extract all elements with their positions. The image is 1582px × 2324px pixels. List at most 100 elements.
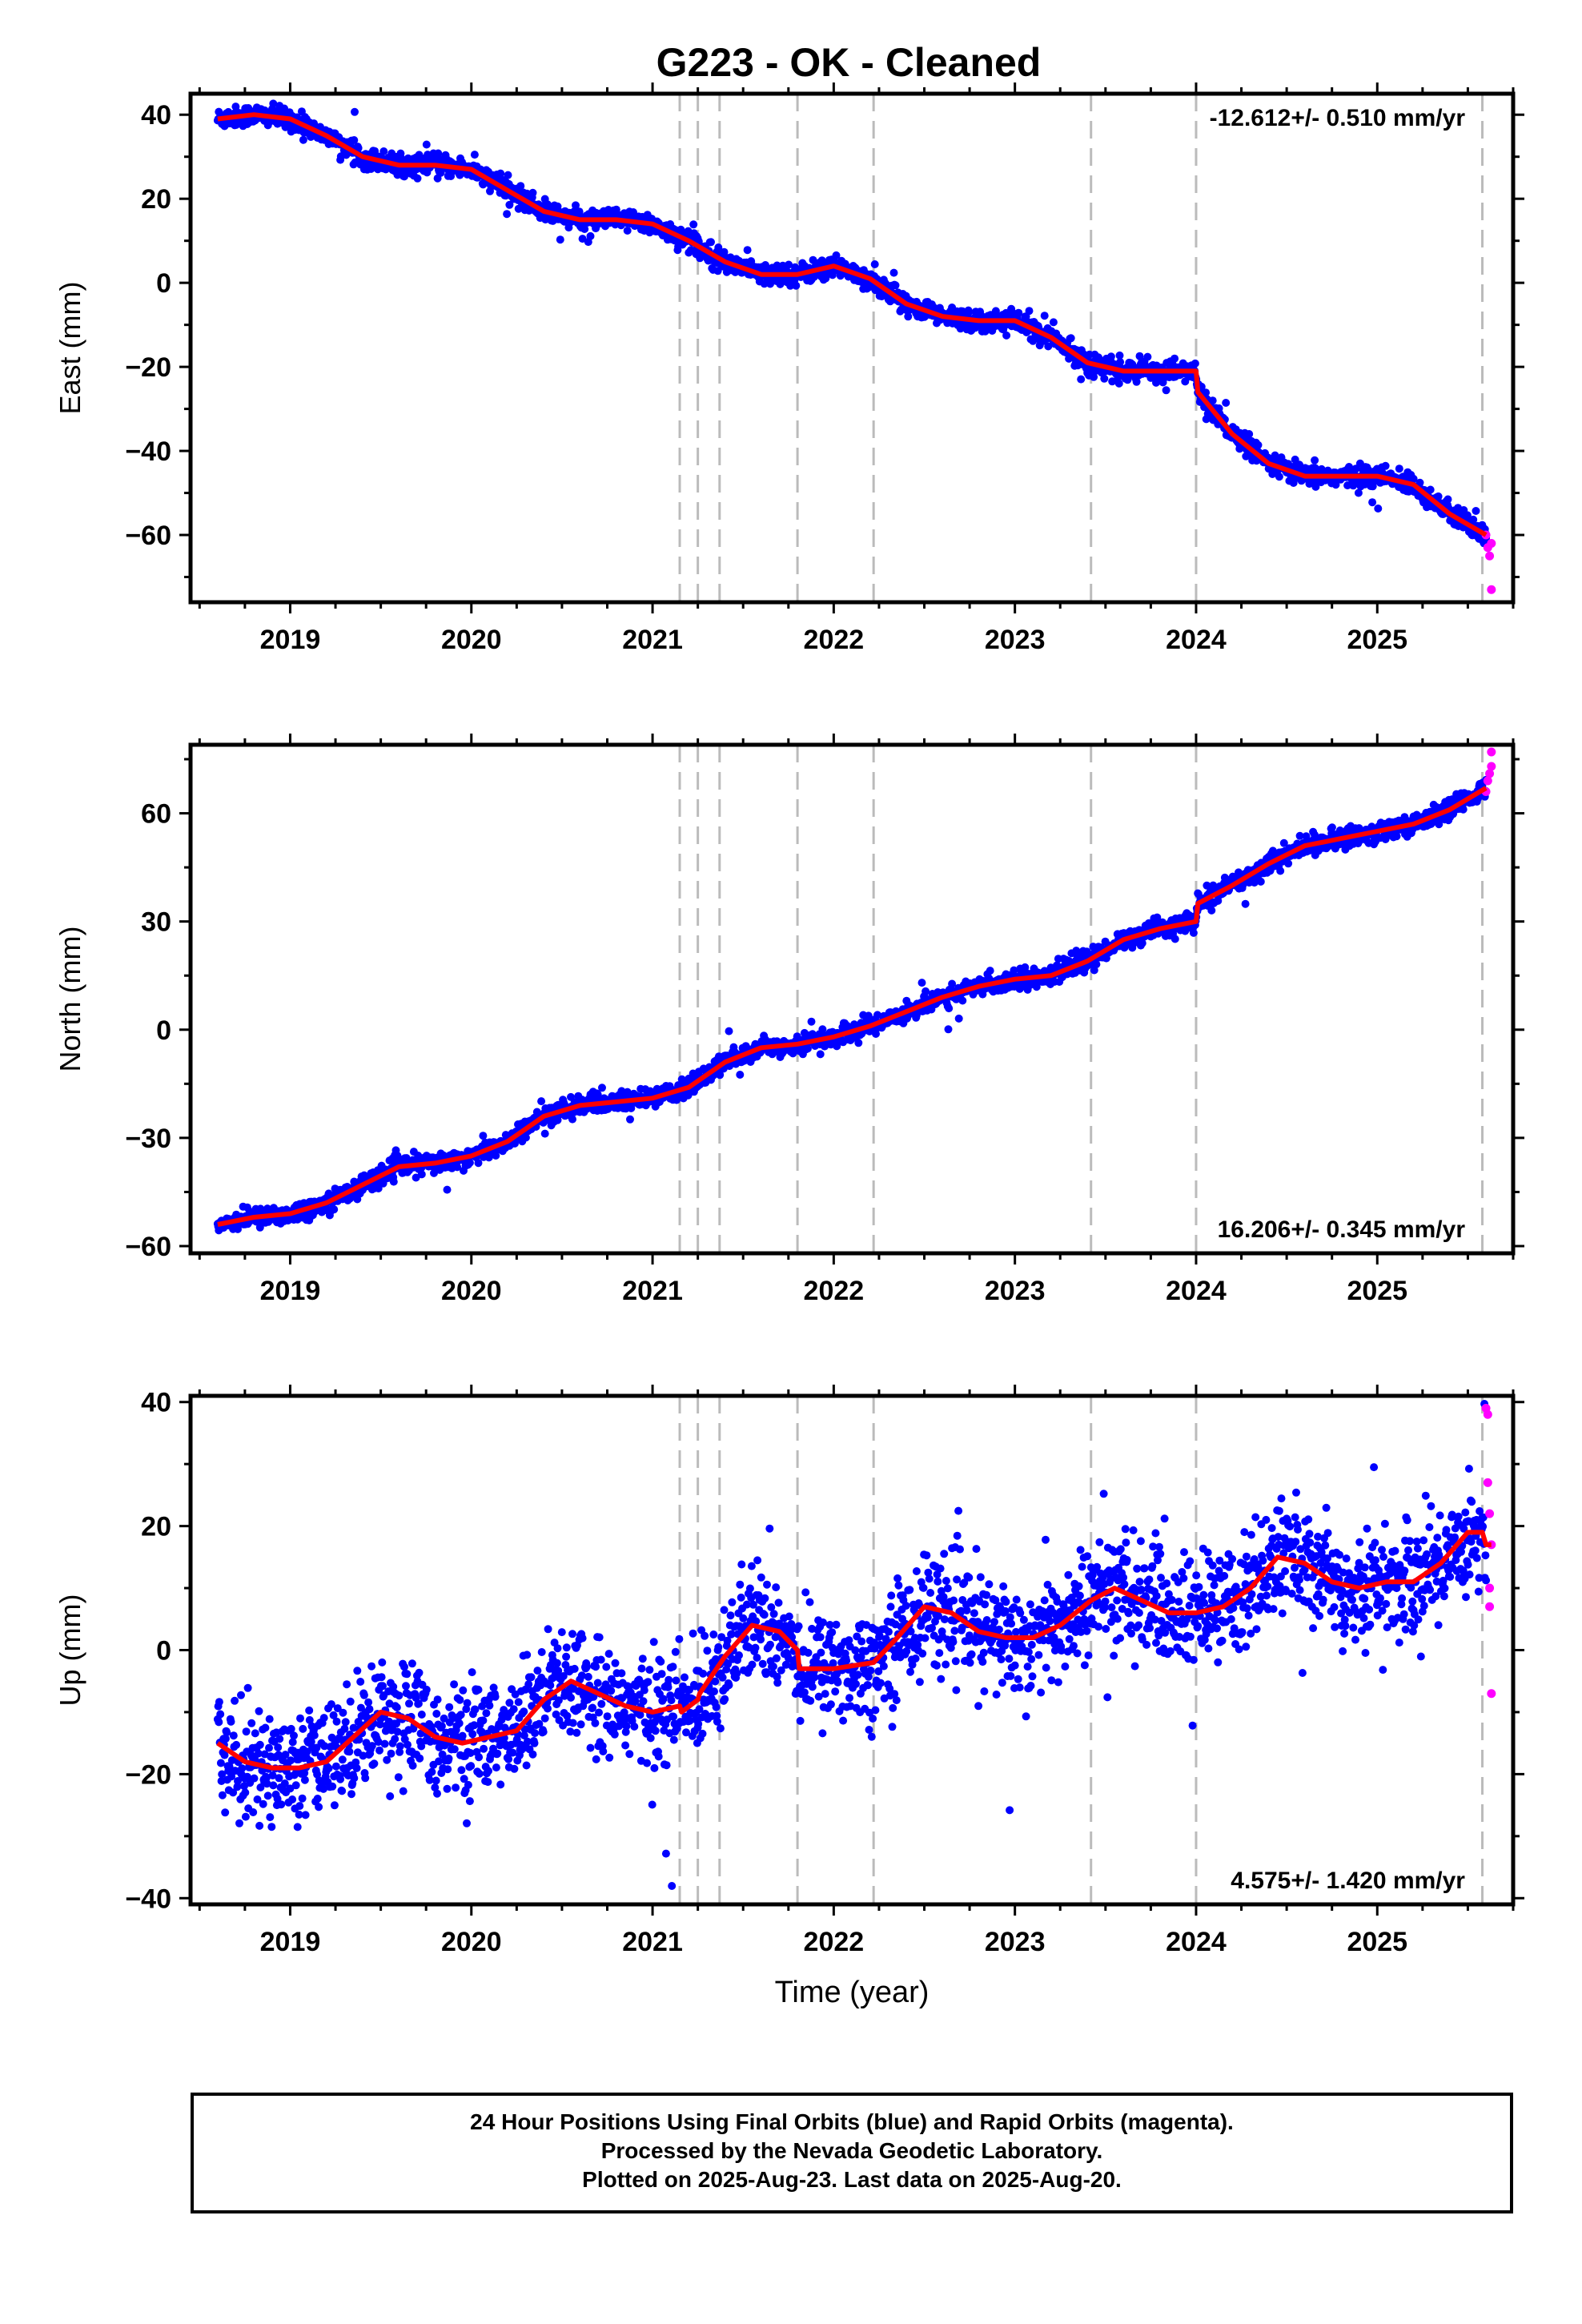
data-point [1222, 399, 1231, 407]
plot-frame [188, 742, 1516, 1256]
data-point [430, 1168, 438, 1177]
data-point [556, 235, 564, 244]
data-point [1032, 983, 1041, 991]
data-point [580, 225, 589, 233]
data-point [1208, 396, 1217, 405]
panel-2: 2019 2020 2021 2022 2023 2024 2025−60−3003060N… [54, 734, 1524, 1306]
data-point [484, 1153, 493, 1162]
data-point [1100, 374, 1109, 383]
plot-area [213, 94, 1496, 602]
data-point [1143, 352, 1152, 361]
data-point [1295, 831, 1304, 840]
data-point [540, 1129, 549, 1138]
data-point [1435, 820, 1443, 829]
rate-label: -12.612+/- 0.510 mm/yr [1210, 105, 1466, 131]
data-point [1434, 492, 1443, 501]
data-point [514, 204, 523, 213]
x-tick-label: 2019 [260, 625, 321, 655]
x-tick-label: 2025 [1347, 625, 1407, 655]
data-point [1202, 388, 1211, 397]
data-point [818, 1025, 827, 1034]
data-point [521, 1133, 530, 1142]
data-point [1311, 456, 1319, 464]
data-point [1279, 838, 1288, 847]
model-line [217, 786, 1488, 1227]
data-point [1415, 478, 1424, 487]
data-point [1106, 352, 1115, 361]
data-point [626, 1115, 634, 1124]
y-tick-label: −20 [125, 352, 171, 383]
data-point [736, 1071, 745, 1079]
figure-title: G223 - OK - Cleaned [656, 40, 1042, 85]
data-point [627, 1104, 636, 1112]
data-point [1426, 485, 1435, 494]
data-point [713, 267, 722, 275]
data-point [1207, 906, 1216, 915]
data-point [891, 281, 900, 290]
data-point [299, 135, 307, 144]
data-point [1245, 430, 1254, 438]
data-point [354, 143, 363, 152]
data-point [1189, 928, 1198, 937]
rapid-orbit-points [1481, 530, 1496, 594]
data-point [768, 1050, 777, 1059]
y-tick-label: −40 [125, 436, 171, 467]
x-tick-label: 2022 [804, 625, 865, 655]
data-point [351, 107, 359, 116]
data-point [684, 1091, 693, 1100]
rapid-point [1485, 551, 1495, 561]
data-point [1381, 461, 1390, 470]
data-point [465, 1158, 474, 1167]
rapid-point [1487, 762, 1496, 771]
rapid-point [1485, 769, 1495, 778]
data-point [917, 979, 926, 987]
data-point [1472, 507, 1480, 515]
data-point [689, 220, 698, 229]
panel-1: 2019 2020 2021 2022 2023 2024 2025−60−40−20020… [54, 82, 1524, 655]
data-point [807, 1017, 816, 1026]
data-point [1254, 440, 1263, 449]
data-point [904, 312, 913, 321]
data-point [864, 1011, 873, 1020]
data-point [537, 1097, 546, 1106]
y-axis-label: East (mm) [54, 282, 86, 415]
x-tick-label: 2024 [1166, 625, 1227, 655]
data-point [1392, 832, 1401, 841]
data-point [803, 1044, 812, 1053]
data-point [707, 238, 715, 247]
x-tick-label: 2020 [441, 625, 502, 655]
data-point [1241, 899, 1250, 908]
data-point [453, 1163, 462, 1172]
data-point [1374, 505, 1383, 513]
rapid-point [1487, 539, 1496, 549]
data-point [1343, 481, 1352, 490]
y-tick-label: −60 [125, 521, 171, 551]
data-point [1443, 495, 1452, 504]
data-point [330, 1205, 339, 1214]
data-point [1014, 308, 1023, 317]
data-point [516, 182, 525, 191]
data-point [1354, 489, 1363, 497]
data-point [1044, 342, 1053, 351]
data-point [479, 1132, 488, 1140]
data-point [586, 231, 595, 240]
data-point [413, 174, 422, 183]
data-point [1090, 372, 1098, 381]
data-point [417, 1170, 426, 1179]
data-point [954, 1014, 963, 1023]
data-point [1010, 966, 1018, 975]
data-point [572, 201, 580, 210]
data-point [785, 260, 793, 269]
data-point [1368, 498, 1377, 507]
data-point [912, 1011, 921, 1019]
data-point [1275, 472, 1283, 481]
data-point [832, 251, 841, 259]
data-point [1284, 859, 1293, 868]
data-point [720, 247, 729, 256]
data-point [1077, 375, 1086, 384]
y-tick-label: 0 [156, 268, 171, 299]
data-point [492, 1152, 500, 1160]
data-point [1459, 805, 1468, 814]
data-point [598, 1084, 606, 1092]
